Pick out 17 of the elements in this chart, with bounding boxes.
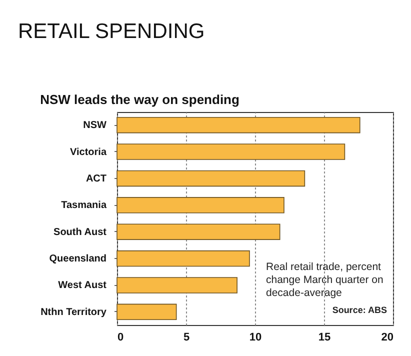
y-tick-label: ACT — [86, 173, 106, 184]
y-tick-label: Queensland — [49, 254, 106, 265]
y-tick-label: West Aust — [58, 280, 108, 292]
chart-title: RETAIL SPENDING — [18, 20, 205, 44]
y-tick-label: South Aust — [54, 226, 108, 238]
y-tick-label: Tasmania — [61, 200, 107, 212]
y-tick-label: NSW — [83, 120, 108, 132]
x-tick-label: 20 — [381, 332, 394, 344]
x-tick-label: 10 — [249, 332, 262, 344]
annotation: Real retail trade, percent change March quarter on decade-average — [266, 261, 384, 299]
x-tick-label: 5 — [183, 332, 190, 344]
y-tick-label: Nthn Territory — [40, 306, 107, 318]
y-tick-label: Victoria — [70, 146, 107, 158]
annotation: Source: ABS — [332, 305, 387, 315]
chart-subtitle: NSW leads the way on spending — [40, 92, 240, 107]
x-tick-label: 0 — [118, 332, 124, 344]
x-tick-label: 15 — [318, 332, 331, 344]
